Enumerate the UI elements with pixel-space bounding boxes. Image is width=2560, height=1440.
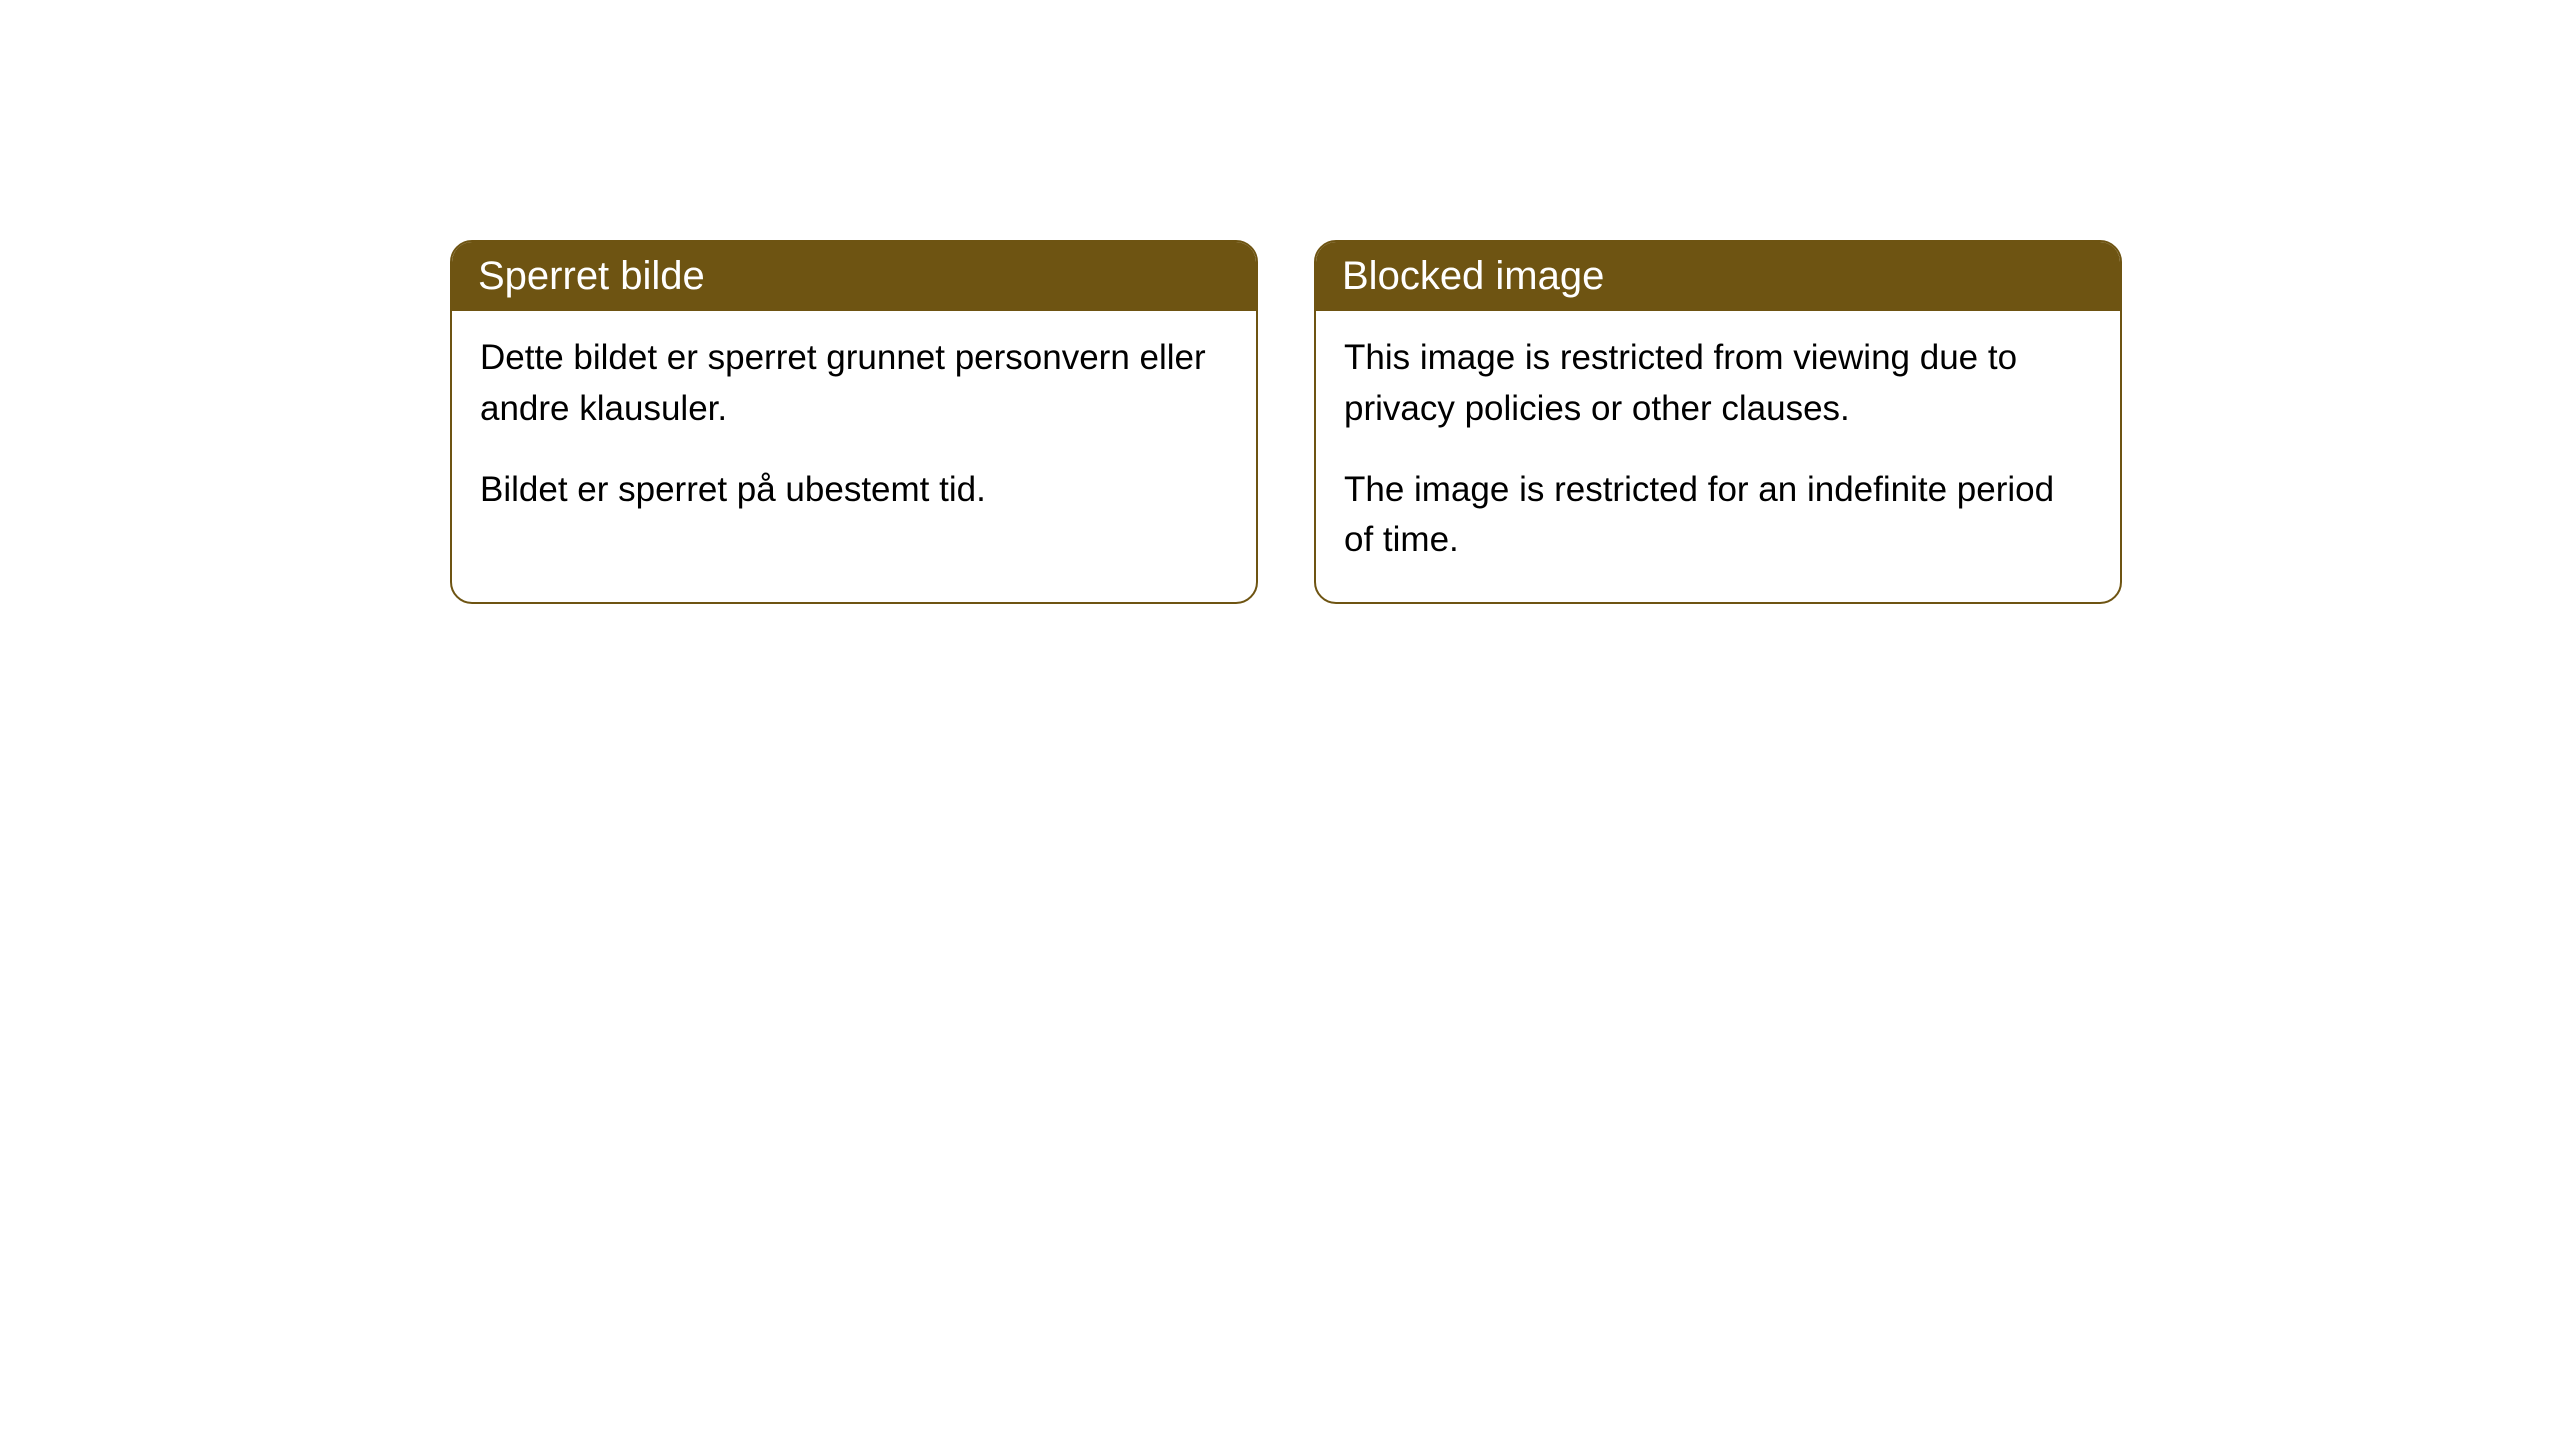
card-text-english-1: This image is restricted from viewing du…: [1344, 333, 2092, 435]
card-text-english-2: The image is restricted for an indefinit…: [1344, 465, 2092, 567]
card-header-english: Blocked image: [1316, 242, 2120, 311]
notice-card-norwegian: Sperret bilde Dette bildet er sperret gr…: [450, 240, 1258, 604]
card-body-english: This image is restricted from viewing du…: [1316, 311, 2120, 602]
notice-card-english: Blocked image This image is restricted f…: [1314, 240, 2122, 604]
card-text-norwegian-2: Bildet er sperret på ubestemt tid.: [480, 465, 1228, 516]
notice-cards-container: Sperret bilde Dette bildet er sperret gr…: [450, 240, 2122, 604]
card-text-norwegian-1: Dette bildet er sperret grunnet personve…: [480, 333, 1228, 435]
card-body-norwegian: Dette bildet er sperret grunnet personve…: [452, 311, 1256, 551]
card-header-norwegian: Sperret bilde: [452, 242, 1256, 311]
card-title-norwegian: Sperret bilde: [478, 254, 705, 298]
card-title-english: Blocked image: [1342, 254, 1604, 298]
